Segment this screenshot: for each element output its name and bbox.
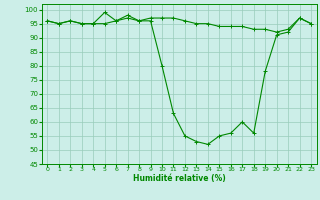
X-axis label: Humidité relative (%): Humidité relative (%) — [133, 174, 226, 183]
